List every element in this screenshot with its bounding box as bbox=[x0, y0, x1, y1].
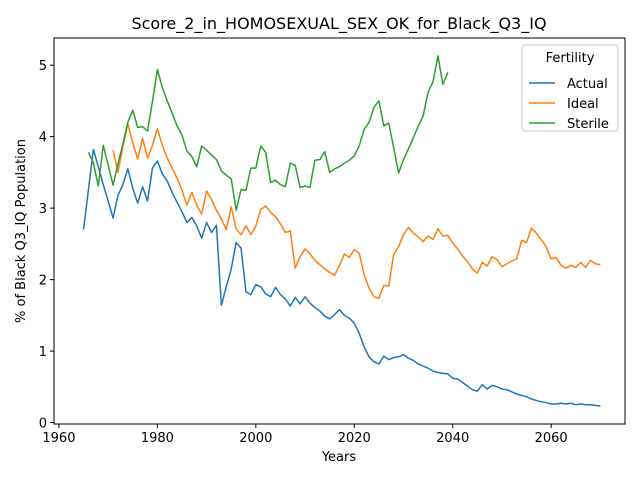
x-tick-label: 2040 bbox=[436, 431, 469, 446]
y-tick-label: 1 bbox=[39, 345, 47, 360]
y-axis: 0 1 2 3 4 5 bbox=[39, 59, 54, 432]
legend-title: Fertility bbox=[546, 51, 595, 66]
legend: Fertility Actual Ideal Sterile bbox=[521, 44, 619, 132]
y-tick-label: 4 bbox=[39, 131, 47, 146]
series-line-ideal bbox=[112, 123, 601, 299]
y-axis-label: % of Black Q3_IQ Population bbox=[14, 139, 29, 323]
y-tick-label: 5 bbox=[39, 59, 47, 74]
legend-label-actual: Actual bbox=[567, 77, 608, 92]
x-tick-label: 2020 bbox=[338, 431, 371, 446]
x-tick-label: 2000 bbox=[239, 431, 272, 446]
x-axis: 1960 1980 2000 2020 2040 2060 bbox=[42, 424, 568, 446]
chart-title: Score_2_in_HOMOSEXUAL_SEX_OK_for_Black_Q… bbox=[131, 14, 546, 34]
legend-label-sterile: Sterile bbox=[567, 117, 609, 132]
y-tick-label: 2 bbox=[39, 274, 47, 289]
series-line-sterile bbox=[87, 55, 449, 212]
legend-label-ideal: Ideal bbox=[567, 97, 599, 112]
plot-frame bbox=[53, 37, 626, 425]
x-tick-label: 2060 bbox=[535, 431, 568, 446]
y-tick-label: 0 bbox=[39, 417, 47, 432]
series-lines bbox=[82, 55, 601, 407]
x-axis-label: Years bbox=[321, 450, 357, 465]
x-tick-label: 1980 bbox=[141, 431, 174, 446]
y-tick-label: 3 bbox=[39, 202, 47, 217]
legend-entries: Actual Ideal Sterile bbox=[529, 77, 609, 132]
legend-box bbox=[521, 44, 619, 132]
x-tick-label: 1960 bbox=[42, 431, 75, 446]
series-line-actual bbox=[82, 148, 601, 407]
